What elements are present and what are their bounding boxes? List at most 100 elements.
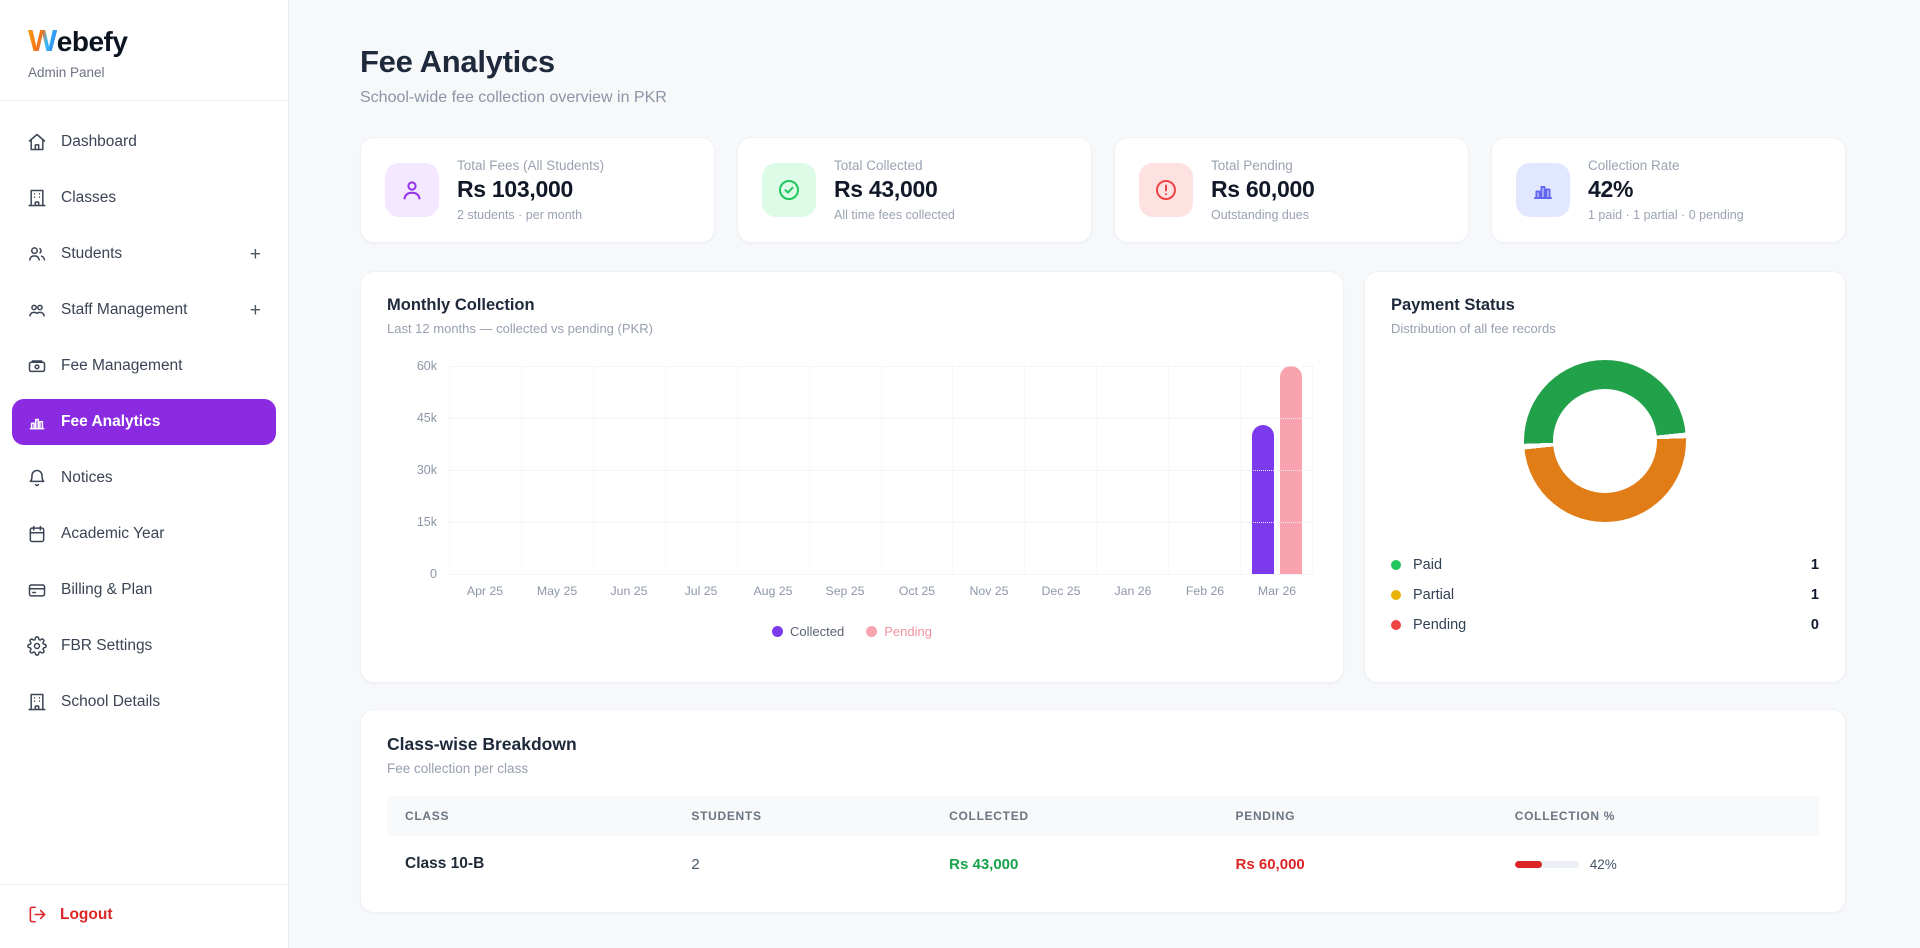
- breakdown-title: Class-wise Breakdown: [387, 734, 577, 754]
- logout-button[interactable]: Logout: [28, 905, 260, 924]
- logo-text: ebefy: [56, 26, 128, 57]
- logout-section: Logout: [0, 884, 288, 948]
- sidebar-item-notices[interactable]: Notices: [12, 455, 276, 501]
- stat-value: 42%: [1588, 176, 1634, 202]
- column-header-class: Class: [387, 796, 674, 836]
- chart-legend: Collected Pending: [387, 624, 1317, 639]
- payment-legend-row-partial: Partial 1: [1391, 580, 1819, 610]
- column-header-pending: Pending: [1217, 796, 1497, 836]
- y-axis-tick-45k: 45k: [416, 411, 437, 425]
- monthly-collection-title: Monthly Collection: [387, 296, 535, 314]
- calendar-icon: [29, 525, 45, 543]
- sidebar-item-label: FBR Settings: [61, 637, 153, 655]
- stat-subtext: All time fees collected: [834, 208, 955, 222]
- gridline-60k: [449, 366, 1312, 367]
- sidebar-item-label: Students: [61, 245, 123, 263]
- column-header-students: Students: [673, 796, 932, 836]
- stat-title: Collection Rate: [1588, 158, 1680, 173]
- sidebar-item-label: Billing & Plan: [61, 581, 153, 599]
- sidebar-item-staff-management[interactable]: Staff Management +: [12, 287, 276, 333]
- legend-value: 0: [1810, 617, 1819, 633]
- sidebar-item-label: Classes: [61, 189, 117, 207]
- main-content: Fee Analytics School-wide fee collection…: [289, 0, 1920, 948]
- sidebar-item-fee-management[interactable]: Fee Management: [12, 343, 276, 389]
- stat-subtext: Outstanding dues: [1211, 208, 1309, 222]
- stat-title: Total Fees (All Students): [457, 158, 605, 173]
- x-axis-label-feb-26: Feb 26: [1185, 584, 1225, 598]
- table-body: Class 10-B 2 Rs 43,000 Rs 60,000 42%: [387, 836, 1819, 888]
- sidebar: Webefy Admin Panel Dashboard Classes Stude…: [0, 0, 289, 948]
- stat-icon-badge: [1139, 163, 1193, 217]
- stat-text: Total Collected Rs 43,000 All time fees …: [834, 158, 955, 222]
- breakdown-subtitle: Fee collection per class: [387, 761, 529, 776]
- chart-plot-area: [449, 366, 1313, 575]
- stat-icon-badge: [762, 163, 816, 217]
- stat-subtext: 2 students · per month: [457, 208, 583, 222]
- cell-pending: Rs 60,000: [1235, 855, 1305, 873]
- sidebar-item-dashboard[interactable]: Dashboard: [12, 119, 276, 165]
- payment-status-donut-chart: [1524, 360, 1686, 522]
- x-axis-label-oct-25: Oct 25: [898, 584, 936, 598]
- payment-status-title: Payment Status: [1391, 296, 1515, 314]
- logout-label: Logout: [60, 905, 113, 923]
- sidebar-item-students[interactable]: Students +: [12, 231, 276, 277]
- bar-chart-icon: [1534, 186, 1552, 199]
- charts-row: Monthly Collection Last 12 months — coll…: [360, 271, 1846, 683]
- sidebar-item-billing-plan[interactable]: Billing & Plan: [12, 567, 276, 613]
- monthly-bar-chart: Apr 25 May 25 Jun 25 Jul 25 Aug 25 Sep 25 Oct …: [387, 359, 1317, 658]
- legend-dot-partial: [1391, 590, 1401, 600]
- monthly-collection-panel: Monthly Collection Last 12 months — coll…: [360, 271, 1344, 683]
- legend-dot-collected: [772, 626, 784, 637]
- y-axis-tick-30k: 30k: [416, 463, 437, 477]
- cell-students: 2: [691, 855, 700, 873]
- stat-icon-badge: [385, 163, 439, 217]
- payment-legend-row-pending: Pending 0: [1391, 610, 1819, 640]
- stat-title: Total Collected: [834, 158, 923, 173]
- gridline-30k: [449, 470, 1312, 471]
- payment-status-legend: Paid 1 Partial 1 Pending 0: [1391, 550, 1819, 640]
- column-header-collected: Collected: [931, 796, 1218, 836]
- logo-section: Webefy Admin Panel: [0, 0, 288, 102]
- legend-value: 1: [1810, 587, 1819, 603]
- monthly-collection-subtitle: Last 12 months — collected vs pending (P…: [387, 321, 653, 336]
- sidebar-item-fee-analytics[interactable]: Fee Analytics: [12, 399, 276, 446]
- legend-label: Partial: [1413, 587, 1455, 603]
- page-title: Fee Analytics: [360, 44, 555, 79]
- sidebar-item-label: Fee Analytics: [61, 413, 161, 431]
- legend-label: Collected: [790, 624, 845, 639]
- gridline-0: [449, 574, 1312, 575]
- bar-chart-icon: [29, 418, 45, 430]
- sidebar-item-label: Dashboard: [61, 133, 137, 151]
- table-row-class-10-b: Class 10-B 2 Rs 43,000 Rs 60,000 42%: [387, 836, 1819, 888]
- users-icon: [29, 247, 46, 261]
- expand-plus-icon[interactable]: +: [249, 299, 261, 321]
- stat-title: Total Pending: [1211, 158, 1293, 173]
- sidebar-item-label: Academic Year: [61, 525, 165, 543]
- sidebar-item-school-details[interactable]: School Details: [12, 679, 276, 725]
- sidebar-item-fbr-settings[interactable]: FBR Settings: [12, 623, 276, 669]
- expand-plus-icon[interactable]: +: [249, 243, 261, 265]
- stat-text: Collection Rate 42% 1 paid · 1 partial ·…: [1588, 158, 1744, 222]
- donut-hole: [1553, 389, 1657, 493]
- table-header-row: Class Students Collected Pending Collection …: [387, 796, 1819, 836]
- donut-wrap: [1391, 360, 1819, 522]
- user-icon: [403, 181, 421, 200]
- logo-w-mark: W: [28, 23, 57, 58]
- payment-status-subtitle: Distribution of all fee records: [1391, 321, 1556, 336]
- legend-item-pending[interactable]: Pending: [866, 624, 932, 639]
- x-axis-label-nov-25: Nov 25: [969, 584, 1009, 598]
- legend-label: Paid: [1413, 557, 1443, 573]
- sidebar-item-classes[interactable]: Classes: [12, 175, 276, 221]
- sidebar-item-academic-year[interactable]: Academic Year: [12, 511, 276, 557]
- wallet-icon: [28, 360, 46, 373]
- stat-icon-badge: [1516, 163, 1570, 217]
- cell-collected: Rs 43,000: [949, 855, 1019, 873]
- x-axis-label-aug-25: Aug 25: [753, 584, 793, 598]
- stat-value: Rs 43,000: [834, 176, 938, 202]
- cell-class: Class 10-B: [405, 855, 485, 872]
- legend-label: Pending: [1413, 617, 1467, 633]
- logout-icon: [29, 906, 46, 923]
- x-axis-labels: Apr 25 May 25 Jun 25 Jul 25 Aug 25 Sep 25 Oct …: [449, 584, 1313, 598]
- credit-card-icon: [28, 584, 46, 597]
- legend-item-collected[interactable]: Collected: [772, 624, 844, 639]
